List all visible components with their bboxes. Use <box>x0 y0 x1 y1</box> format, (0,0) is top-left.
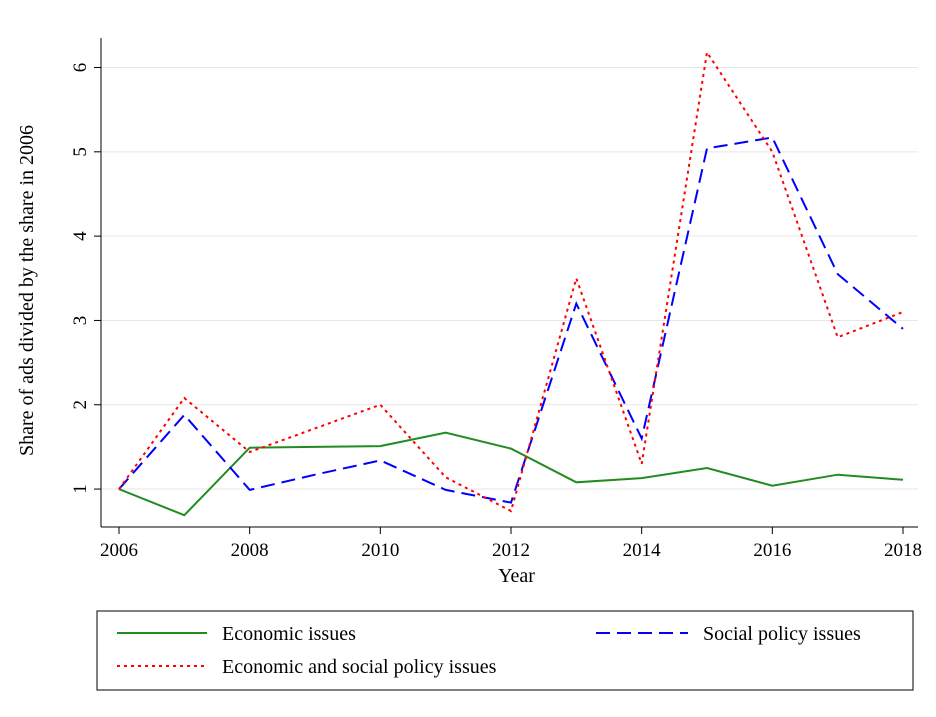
x-tick-label-2016: 2016 <box>753 540 791 561</box>
gridlines <box>101 67 918 490</box>
legend-box <box>96 610 914 691</box>
y-tick-label-1: 1 <box>70 484 91 494</box>
x-tick-label-2014: 2014 <box>623 540 662 561</box>
y-tick-label-6: 6 <box>70 63 91 73</box>
x-tick-label-2012: 2012 <box>492 540 530 561</box>
y-tick-label-5: 5 <box>70 147 91 157</box>
legend-label-3: Economic and social policy issues <box>222 656 497 678</box>
x-tick-label-2008: 2008 <box>231 540 269 561</box>
y-tick-label-3: 3 <box>70 316 91 326</box>
y-tick-label-4: 4 <box>70 231 91 241</box>
x-axis-title: Year <box>498 565 535 587</box>
series-line-1 <box>118 431 904 517</box>
series-line-3 <box>118 49 904 513</box>
axes: 1 2 3 4 5 6 2006 2008 2010 2012 2014 2016 2018 <box>70 38 922 561</box>
y-tick-label-2: 2 <box>70 400 91 410</box>
series-line-2 <box>118 136 904 504</box>
x-tick-label-2018: 2018 <box>884 540 922 561</box>
y-axis-title: Share of ads divided by the share in 200… <box>16 125 38 456</box>
legend-label-1: Economic issues <box>222 623 356 645</box>
legend-label-2: Social policy issues <box>703 623 861 645</box>
x-tick-label-2010: 2010 <box>361 540 399 561</box>
series-lines <box>118 49 904 517</box>
legend: Economic issues Social policy issues Econo… <box>96 610 914 691</box>
x-tick-label-2006: 2006 <box>100 540 138 561</box>
